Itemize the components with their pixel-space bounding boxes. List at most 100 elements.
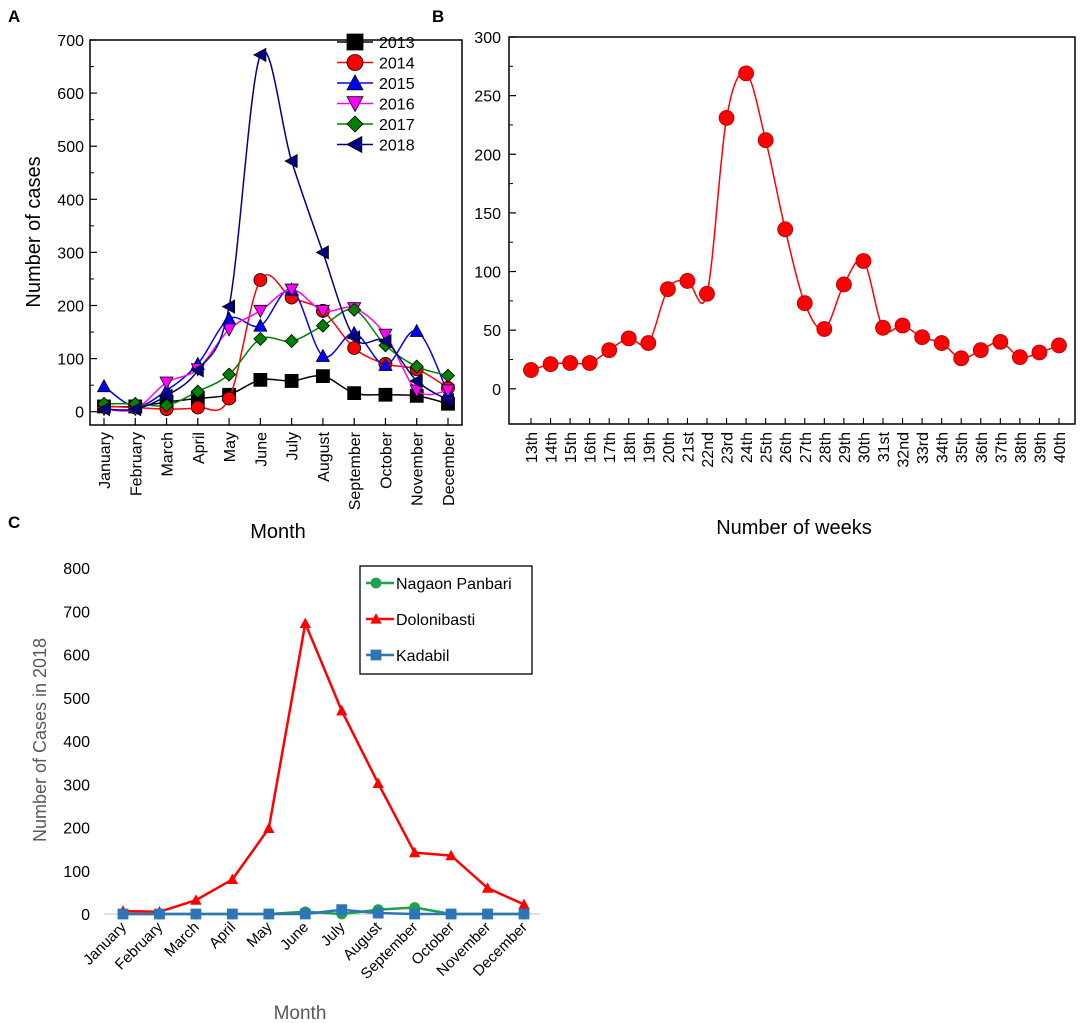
legend-label-2015: 2015 — [379, 76, 415, 93]
legend-marker-2014 — [346, 54, 364, 71]
chart-b-xtick-label: 14th — [544, 432, 561, 463]
panel-label-a: A — [8, 7, 20, 26]
chart-b-point — [796, 295, 813, 312]
chart-c-legend-marker-Nagaon Panbari — [370, 577, 382, 589]
chart-b-plot: 0 50 100 150 200 250 300 13th 14th 15th 16th 17th 18… — [474, 30, 1076, 468]
chart-c-point-Dolonibasti — [299, 617, 311, 629]
chart-c-xtick-label: July — [318, 918, 349, 949]
chart-b-point — [894, 317, 911, 334]
chart-c-point-Dolonibasti — [372, 777, 384, 789]
chart-a-ylabel: Number of cases — [23, 156, 45, 307]
chart-a-point-2018 — [378, 333, 392, 349]
chart-c-xtick-label: June — [277, 919, 312, 954]
chart-b-point — [601, 342, 618, 359]
chart-b-xtick-label: 21st — [680, 431, 697, 462]
chart-b-point — [777, 221, 794, 238]
chart-b-xtick-label: 32nd — [896, 432, 913, 468]
chart-a-point-2016 — [440, 384, 456, 398]
chart-b-xtick-label: 20th — [661, 432, 678, 463]
chart-a-ytick-label: 0 — [75, 405, 84, 422]
chart-b-point — [914, 329, 931, 346]
chart-c-xtick-label: April — [206, 919, 239, 952]
legend-label-2018: 2018 — [379, 138, 415, 155]
chart-a-point-2013 — [316, 369, 330, 384]
chart-b-ytick-label: 200 — [474, 147, 501, 164]
chart-c-ytick-label: 400 — [63, 734, 90, 751]
chart-b-point — [738, 65, 755, 82]
chart-c: 0100200300400500600700800JanuaryFebruary… — [30, 561, 540, 1023]
chart-b-xtick-label: 40th — [1052, 432, 1069, 463]
chart-c-point-Kadabil — [154, 908, 165, 920]
chart-c-series-line-Kadabil — [123, 908, 524, 916]
chart-a-xtick-label: August — [316, 431, 333, 481]
chart-b-xtick-label: 34th — [935, 432, 952, 463]
chart-b-point — [581, 355, 598, 371]
chart-b-point — [972, 342, 989, 359]
chart-b-frame — [508, 36, 1076, 425]
chart-a-point-2017 — [347, 302, 362, 317]
chart-c-point-Kadabil — [336, 904, 348, 916]
chart-b-xtick-label: 39th — [1032, 432, 1049, 463]
chart-a-xtick-label: February — [128, 432, 145, 496]
chart-b-point — [835, 276, 852, 293]
chart-b-xtick-label: 36th — [974, 432, 991, 463]
legend-label-2013: 2013 — [379, 35, 415, 52]
chart-c-point-Kadabil — [518, 908, 530, 920]
chart-b-point — [1011, 349, 1028, 366]
chart-b-point — [757, 132, 774, 149]
chart-a-point-2015 — [409, 323, 424, 337]
chart-b-xtick-label: 27th — [798, 432, 815, 463]
chart-c-point-Kadabil — [482, 908, 493, 920]
chart-b-xtick-label: 30th — [856, 432, 873, 463]
chart-c-point-Kadabil — [372, 907, 384, 919]
chart-b-ytick-label: 100 — [474, 265, 501, 282]
chart-a-point-2015 — [253, 318, 268, 332]
chart-c-point-Kadabil — [409, 908, 421, 920]
chart-c-legend-label-Dolonibasti: Dolonibasti — [396, 612, 475, 629]
chart-a-series-line-2014 — [103, 274, 449, 412]
chart-a-xtick-label: September — [347, 431, 364, 510]
chart-b-point — [640, 335, 657, 351]
chart-c-legend-label-Nagaon Panbari: Nagaon Panbari — [396, 576, 512, 593]
chart-b-point — [1031, 344, 1048, 361]
chart-b-xtick-label: 28th — [817, 432, 834, 463]
chart-b-xtick-label: 31st — [876, 431, 893, 462]
chart-a-point-2018 — [284, 153, 298, 169]
chart-a-xtick-label: January — [97, 432, 114, 489]
chart-a-point-2013 — [347, 386, 362, 401]
chart-c-legend-marker-Kadabil — [370, 649, 382, 661]
chart-a-point-2018 — [409, 373, 423, 389]
chart-a-point-2016 — [159, 376, 174, 390]
chart-a-xtick-label: March — [160, 432, 177, 476]
chart-a-ytick-label: 400 — [57, 192, 84, 209]
chart-a-point-2018 — [159, 388, 173, 403]
chart-b-xtick-label: 15th — [563, 432, 580, 463]
chart-a-point-2018 — [315, 245, 329, 260]
chart-c-series-line-Dolonibasti — [122, 618, 525, 914]
chart-c-point-Dolonibasti — [226, 873, 239, 885]
panel-label-b: B — [432, 7, 444, 26]
chart-b-point — [933, 335, 950, 351]
chart-b-point — [542, 356, 559, 373]
chart-a-point-2017 — [315, 318, 330, 333]
chart-c-ytick-label: 500 — [63, 691, 90, 708]
chart-a-ytick-label: 300 — [57, 245, 84, 262]
chart-c-xtick-label: May — [244, 918, 276, 950]
chart-c-legend-label-Kadabil: Kadabil — [396, 648, 449, 665]
chart-a-point-2017 — [190, 384, 205, 399]
chart-a-point-2014 — [222, 391, 236, 406]
chart-a-xtick-label: July — [285, 432, 302, 460]
chart-a-ytick-label: 100 — [57, 352, 84, 369]
legend-marker-2016 — [346, 96, 364, 113]
chart-a-point-2015 — [96, 378, 112, 393]
legend-marker-2015 — [346, 74, 364, 91]
legend-marker-2018 — [346, 135, 363, 154]
chart-b-point — [875, 319, 891, 336]
chart-a-point-2016 — [253, 304, 268, 319]
chart-a-point-2018 — [190, 363, 204, 378]
chart-a-point-2014 — [190, 400, 205, 415]
chart-b-point — [659, 281, 676, 298]
chart-c-ytick-label: 700 — [63, 604, 90, 621]
chart-c-point-Dolonibasti — [263, 822, 275, 834]
